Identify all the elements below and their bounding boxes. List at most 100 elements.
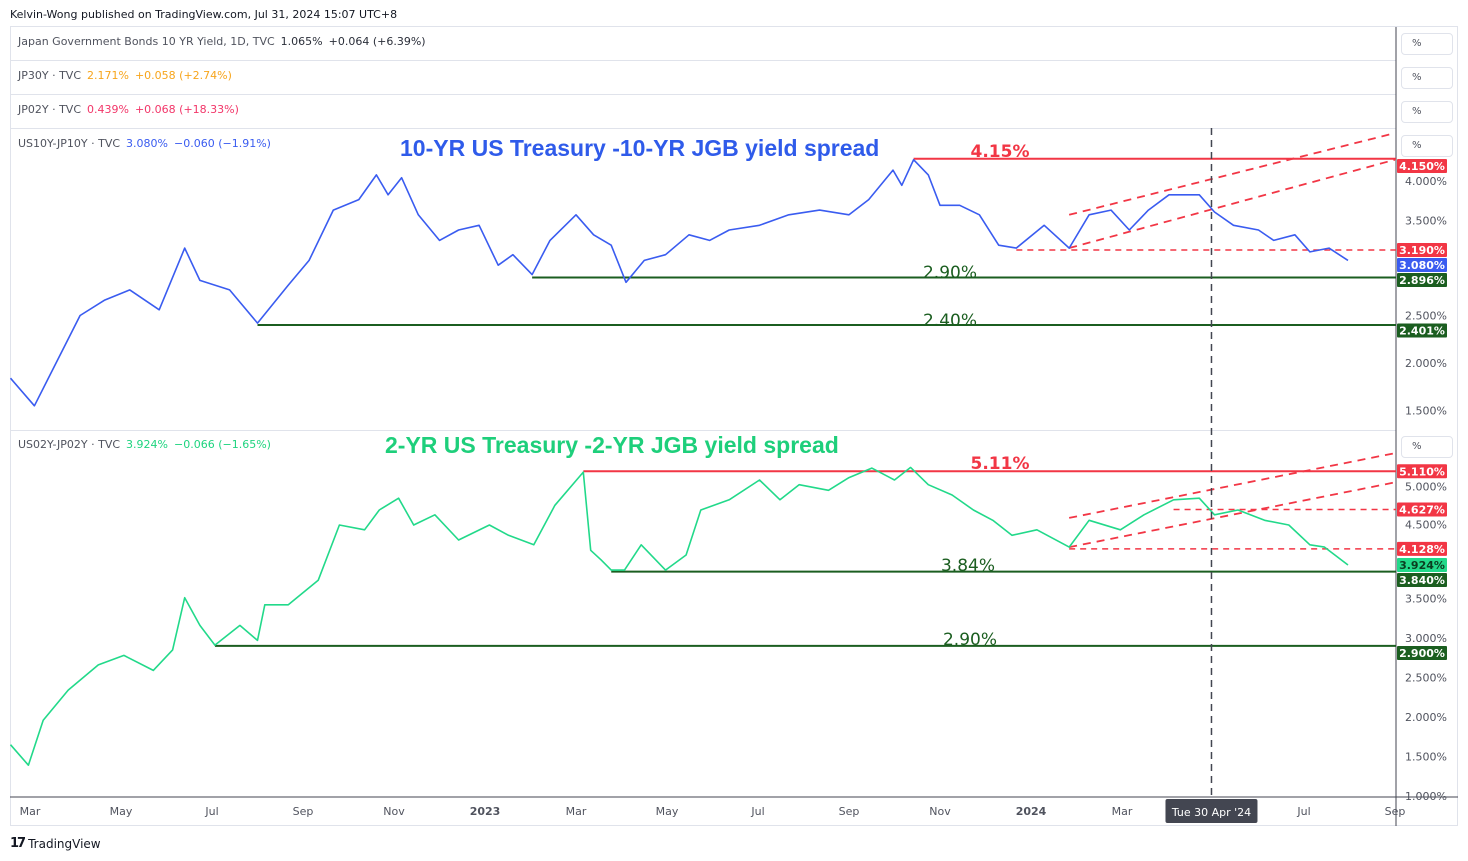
pane-divider[interactable] [11,128,1396,129]
price-tick-label: 1.500% [1405,405,1447,418]
legend-value: 1.065% [280,35,323,48]
tradingview-logo-icon: 17 [10,836,26,851]
price-label-text: 4.128% [1399,543,1445,556]
legend-change: −0.066 (−1.65%) [174,438,271,451]
price-label-badge [1397,464,1447,479]
price-tick-label: 5.000% [1405,480,1447,493]
price-label-text: 4.627% [1399,503,1445,516]
legend-value: 2.171% [87,69,129,82]
time-tick-label: Sep [1385,805,1406,818]
pane-divider[interactable] [11,430,1396,431]
chart-frame [10,26,1458,826]
price-label-badge [1397,573,1447,588]
level-label: 5.11% [971,454,1030,474]
price-label-badge [1397,242,1447,257]
legend-us02y-jp02y[interactable]: US02Y-JP02Y · TVC 3.924% −0.066 (−1.65%) [18,438,271,451]
price-tick-label: 2.000% [1405,711,1447,724]
time-tick-label: Mar [1112,805,1133,818]
chart-title: 2-YR US Treasury -2-YR JGB yield spread [385,432,839,458]
price-tick-label: 3.000% [1405,632,1447,645]
pane-divider[interactable] [11,60,1396,61]
price-tick-label: 4.000% [1405,175,1447,188]
legend-jp02y[interactable]: JP02Y · TVC 0.439% +0.068 (+18.33%) [18,103,239,116]
trend-channel-line [1068,452,1396,519]
legend-symbol: JP02Y · TVC [18,103,82,116]
scale-unit-button[interactable]: % [1401,436,1453,458]
scale-unit-button[interactable]: % [1401,101,1453,123]
trend-channel-line [1068,132,1396,216]
price-label-badge [1397,646,1447,660]
time-tick-label: Jul [204,805,218,818]
legend-value: 3.924% [126,438,168,451]
time-tick-label: Nov [929,805,951,818]
legend-change: +0.064 (+6.39%) [328,35,426,48]
series-line [9,158,1349,407]
pane-2: 5.11% 3.84% 2.90% 2-YR US Treasury -2-YR JG… [9,432,1447,803]
chart-title: 10-YR US Treasury -10-YR JGB yield sprea… [400,135,879,161]
legend-symbol: JP30Y · TVC [18,69,82,82]
price-label-text: 5.110% [1399,465,1445,478]
price-tick-label: 2.000% [1405,357,1447,370]
price-label-badge [1397,257,1447,272]
trend-channel-line [1068,158,1396,249]
legend-symbol: US02Y-JP02Y · TVC [18,438,121,451]
time-tick-label: Mar [20,805,41,818]
price-tick-label: 2.500% [1405,672,1447,685]
time-tick-label: May [656,805,679,818]
legend-main[interactable]: Japan Government Bonds 10 YR Yield, 1D, … [18,35,426,48]
time-tick-label: Jul [750,805,764,818]
legend-change: −0.060 (−1.91%) [174,137,271,150]
time-tick-label: Jul [1296,805,1310,818]
price-label-badge [1397,159,1447,173]
price-label-text: 3.924% [1399,559,1445,572]
legend-jp30y[interactable]: JP30Y · TVC 2.171% +0.058 (+2.74%) [18,69,232,82]
tradingview-logo[interactable]: 17 TradingView [10,836,101,851]
legend-symbol: US10Y-JP10Y · TVC [18,137,121,150]
legend-us10y-jp10y[interactable]: US10Y-JP10Y · TVC 3.080% −0.060 (−1.91%) [18,137,271,150]
level-label: 4.15% [971,142,1030,162]
price-tick-label: 1.500% [1405,751,1447,764]
scale-unit-button[interactable]: % [1401,67,1453,89]
legend-change: +0.058 (+2.74%) [134,69,232,82]
price-label-text: 3.080% [1399,259,1445,272]
price-label-badge [1397,502,1447,517]
brand-name: TradingView [28,836,101,851]
price-label-badge [1397,323,1447,338]
scale-unit-button[interactable]: % [1401,135,1453,157]
price-tick-label: 3.500% [1405,593,1447,606]
price-label-badge [1397,272,1447,287]
time-tick-label: Nov [383,805,405,818]
level-label: 2.90% [943,630,997,650]
time-tick-label: 2024 [1016,805,1047,818]
price-tick-label: 4.500% [1405,518,1447,531]
price-tick-label: 3.500% [1405,215,1447,228]
level-label: 2.90% [923,263,977,283]
time-tick-label: 2023 [470,805,501,818]
level-label: 2.40% [923,311,977,331]
crosshair-date-label: Tue 30 Apr '24 [1171,806,1251,819]
price-label-badge [1397,541,1447,556]
time-tick-label: Sep [293,805,314,818]
price-label-text: 3.190% [1399,244,1445,257]
crosshair-date-badge [1165,799,1258,823]
price-tick-label: 2.500% [1405,310,1447,323]
trend-channel-line [1068,481,1396,549]
legend-value: 3.080% [126,137,168,150]
legend-symbol: Japan Government Bonds 10 YR Yield, 1D, … [18,35,275,48]
time-tick-label: Mar [566,805,587,818]
time-tick-label: May [110,805,133,818]
series-line [9,466,1349,766]
scale-unit-button[interactable]: % [1401,33,1453,55]
pane-divider[interactable] [11,94,1396,95]
price-label-text: 2.896% [1399,274,1445,287]
legend-change: +0.068 (+18.33%) [134,103,239,116]
price-label-text: 4.150% [1399,160,1445,173]
price-label-text: 2.900% [1399,647,1445,660]
price-tick-label: 1.000% [1405,790,1447,803]
price-label-badge [1397,558,1447,573]
price-label-text: 2.401% [1399,325,1445,338]
attribution: Kelvin-Wong published on TradingView.com… [10,8,398,21]
pane-1: 4.15% 2.90% 2.40% 10-YR US Treasury -10-YR … [9,132,1447,418]
level-label: 3.84% [941,556,995,576]
